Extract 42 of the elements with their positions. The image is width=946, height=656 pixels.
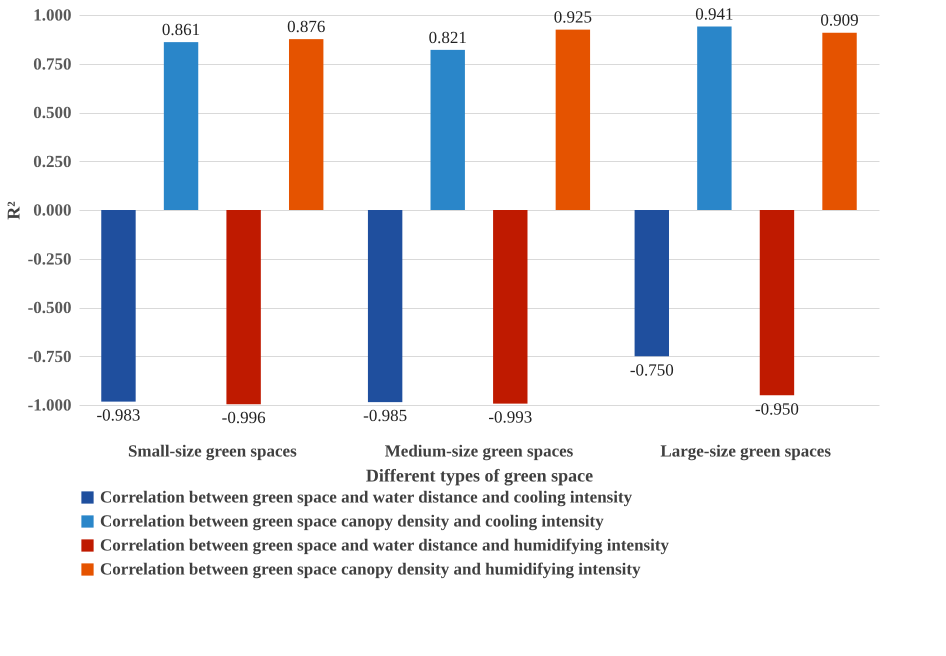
legend-label: Correlation between green space canopy density and humidifying intensity: [100, 560, 642, 578]
data-label: 0.909: [820, 10, 859, 30]
bar: [697, 26, 732, 210]
bar: [822, 32, 857, 210]
y-tick-label: -0.250: [28, 249, 72, 268]
bar: [430, 50, 465, 210]
bar: [226, 210, 261, 404]
data-label: 0.861: [162, 20, 200, 40]
data-label: 0.925: [554, 8, 592, 27]
data-label: -0.750: [630, 360, 674, 380]
y-tick-label: -1.000: [28, 396, 72, 414]
bar: [760, 210, 794, 396]
data-label: -0.983: [96, 406, 140, 425]
x-tick-label: Large-size green spaces: [660, 442, 832, 460]
bar: [288, 39, 324, 210]
y-tick-label: 1.000: [33, 6, 72, 24]
x-axis-title: Different types of green space: [366, 466, 594, 486]
y-tick-label: 0.750: [33, 54, 72, 74]
data-label: 0.876: [287, 17, 326, 36]
data-label: -0.985: [363, 406, 408, 426]
bar: [101, 210, 136, 402]
y-tick-label: -0.500: [28, 298, 72, 317]
bar: [634, 210, 670, 356]
bar: [493, 210, 528, 404]
data-label: -0.950: [754, 399, 799, 418]
x-tick-label: Small-size green spaces: [128, 442, 298, 460]
y-axis-title: R²: [4, 201, 24, 220]
y-tick-label: -0.750: [28, 346, 72, 366]
legend-label: Correlation between green space canopy density and cooling intensity: [100, 512, 604, 530]
bar: [368, 210, 402, 402]
data-label: -0.996: [222, 408, 266, 428]
legend-label: Correlation between green space and water distance and cooling intensity: [100, 488, 633, 506]
data-label: 0.821: [428, 28, 467, 47]
y-tick-label: 0.250: [33, 152, 72, 171]
bar: [556, 30, 590, 210]
x-tick-label: Medium-size green spaces: [384, 442, 574, 460]
y-tick-label: 0.000: [33, 200, 72, 220]
y-tick-label: 0.500: [33, 103, 72, 122]
legend-label: Correlation between green space and water distance and humidifying intensity: [100, 536, 670, 554]
data-label: 0.941: [695, 4, 734, 24]
bar: [164, 42, 198, 210]
data-label: -0.993: [488, 408, 532, 427]
